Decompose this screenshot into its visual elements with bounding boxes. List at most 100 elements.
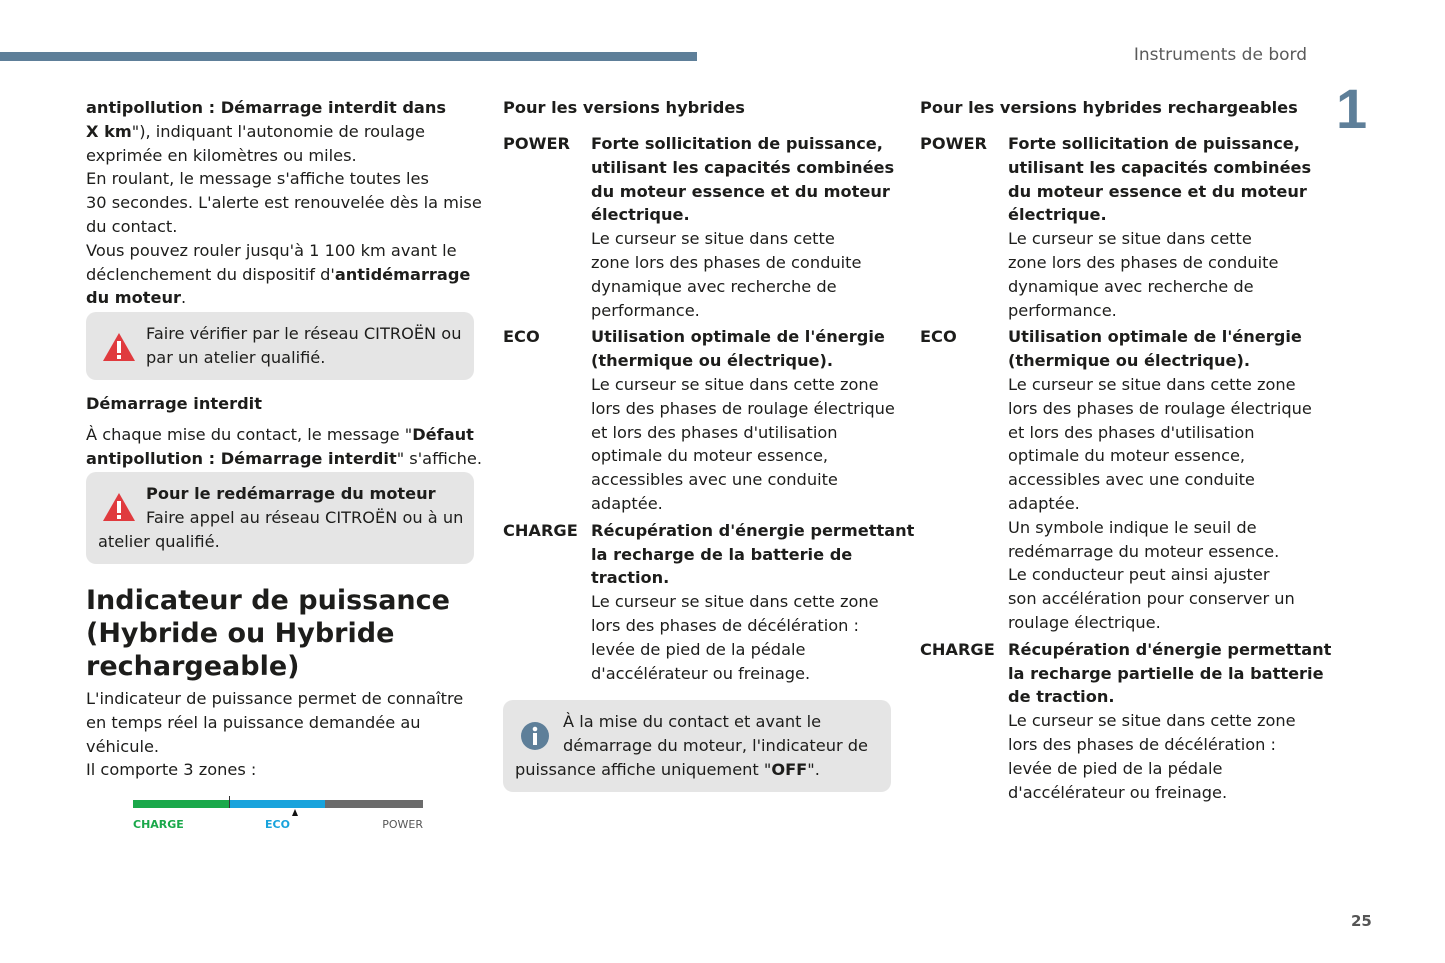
- definition-line: roulage électrique.: [1008, 612, 1161, 632]
- warning-icon: [103, 333, 135, 361]
- bold-text: antipollution : Démarrage interdit dans: [86, 98, 446, 117]
- definition-line: lors des phases de roulage électrique: [1008, 398, 1312, 418]
- definition-line: adaptée.: [591, 493, 663, 513]
- warning-text-last: atelier qualifié.: [98, 532, 220, 551]
- heading-line: Indicateur de puissance: [86, 585, 450, 616]
- text: démarrage du moteur, l'indicateur de: [563, 735, 869, 755]
- definition-line: Le curseur se situe dans cette zone: [1008, 374, 1296, 394]
- text: déclenchement du dispositif d': [86, 264, 335, 284]
- text: ".: [807, 760, 820, 779]
- text: L'indicateur de puissance permet de conn…: [86, 689, 464, 708]
- definition-bold-line: Utilisation optimale de l'énergie: [1008, 327, 1302, 347]
- text-line: par un atelier qualifié.: [146, 346, 461, 370]
- bold-text: Défaut: [412, 425, 474, 444]
- info-icon: [521, 722, 549, 750]
- text-line: Il comporte 3 zones :: [86, 758, 463, 782]
- definition-term: CHARGE: [920, 639, 995, 659]
- definition-line: accessibles avec une conduite: [1008, 470, 1255, 490]
- definition-line: redémarrage du moteur essence.: [1008, 541, 1280, 561]
- column-heading-text: Pour les versions hybrides: [503, 98, 745, 117]
- section-title: Instruments de bord: [1133, 45, 1307, 65]
- text-line: véhicule.: [86, 735, 463, 759]
- warning-text: Faire vérifier par le réseau CITROËN ou p…: [146, 322, 461, 370]
- heading-line: rechargeable): [86, 651, 300, 682]
- definition-line: son accélération pour conserver un: [1008, 589, 1295, 609]
- text: Faire appel au réseau CITROËN ou à un: [146, 507, 464, 527]
- bold-text: antidémarrage: [334, 264, 471, 284]
- bold-text: OFF: [771, 760, 808, 779]
- definition-bold-line: utilisant les capacités combinées: [591, 157, 895, 177]
- definition-term: POWER: [920, 134, 988, 153]
- text-line: exprimée en kilomètres ou miles.: [86, 144, 482, 168]
- text-line: 30 secondes. L'alerte est renouvelée dès…: [86, 191, 482, 215]
- text: .: [180, 288, 187, 308]
- definition-bold-line: (thermique ou électrique).: [591, 351, 834, 371]
- definition-bold-line: Récupération d'énergie permettant: [591, 520, 915, 540]
- text-line: antipollution : Démarrage interdit" s'af…: [86, 447, 482, 471]
- definition-line: accessibles avec une conduite: [591, 470, 838, 490]
- definition-line: optimale du moteur essence,: [1008, 446, 1246, 466]
- definition-bold-line: électrique.: [591, 205, 690, 225]
- definition-line: adaptée.: [1008, 493, 1080, 513]
- gauge-power-zone: [325, 800, 423, 808]
- text: " s'affiche.: [396, 448, 482, 468]
- text: À chaque mise du contact, le message ": [86, 425, 413, 444]
- definition-line: performance.: [591, 300, 700, 320]
- bold-text: antipollution : Démarrage interdit: [86, 448, 397, 468]
- warning-box: Pour le redémarrage du moteur Faire appel…: [86, 472, 474, 564]
- definition-bold-line: la recharge de la batterie de: [591, 544, 853, 564]
- info-box: À la mise du contact et avant le démarrag…: [503, 700, 891, 792]
- definition-description: Récupération d'énergie permettant la rech…: [591, 519, 914, 686]
- definition-line: dynamique avec recherche de: [591, 276, 837, 296]
- text: Faire vérifier par le réseau CITROËN ou: [146, 324, 462, 343]
- text: "), indiquant l'autonomie de roulage: [131, 121, 425, 141]
- definition-line: levée de pied de la pédale: [1008, 758, 1223, 778]
- definition-bold-line: électrique.: [1008, 205, 1107, 225]
- definition-line: Le curseur se situe dans cette: [1008, 229, 1252, 249]
- header-bar: [0, 52, 697, 61]
- definition-bold-line: traction.: [591, 568, 670, 588]
- text: par un atelier qualifié.: [146, 347, 326, 367]
- definition-bold-line: utilisant les capacités combinées: [1008, 157, 1312, 177]
- definition-description: Forte sollicitation de puissance, utilisa…: [1008, 132, 1311, 322]
- text: en temps réel la puissance demandée au: [86, 712, 421, 732]
- definition-line: et lors des phases d'utilisation: [591, 422, 838, 442]
- definition-line: optimale du moteur essence,: [591, 446, 829, 466]
- gauge-label-charge: CHARGE: [133, 818, 184, 831]
- definition-line: d'accélérateur ou freinage.: [591, 663, 811, 683]
- definition-line: zone lors des phases de conduite: [1008, 252, 1279, 272]
- text-line: démarrage du moteur, l'indicateur de: [563, 734, 868, 758]
- heading-line: (Hybride ou Hybride: [86, 618, 395, 649]
- text-line: Faire appel au réseau CITROËN ou à un: [146, 506, 463, 530]
- text: véhicule.: [86, 736, 160, 756]
- text-line: Faire vérifier par le réseau CITROËN ou: [146, 322, 461, 346]
- definition-line: levée de pied de la pédale: [591, 639, 806, 659]
- text-line: X km"), indiquant l'autonomie de roulage: [86, 120, 482, 144]
- column-heading: Pour les versions hybrides: [503, 96, 745, 120]
- definition-line: d'accélérateur ou freinage.: [1008, 782, 1228, 802]
- definition-description: Utilisation optimale de l'énergie (thermi…: [1008, 325, 1312, 634]
- gauge-eco-zone: [230, 800, 325, 808]
- info-text: À la mise du contact et avant le démarrag…: [563, 710, 868, 758]
- text: À la mise du contact et avant le: [563, 712, 822, 731]
- text: du contact.: [86, 216, 178, 236]
- chapter-number: 1: [1336, 77, 1368, 140]
- text-line: déclenchement du dispositif d'antidémarr…: [86, 263, 482, 287]
- definition-bold-line: du moteur essence et du moteur: [1008, 181, 1307, 201]
- definition-line: Le curseur se situe dans cette: [591, 229, 835, 249]
- bold-text: Pour le redémarrage du moteur: [146, 484, 436, 503]
- definition-term: CHARGE: [503, 520, 578, 540]
- definition-line: zone lors des phases de conduite: [591, 252, 862, 272]
- definition-line: performance.: [1008, 300, 1117, 320]
- definition-term: ECO: [503, 327, 540, 347]
- definition-bold-line: de traction.: [1008, 687, 1115, 707]
- warning-text: Pour le redémarrage du moteur Faire appel…: [146, 482, 463, 530]
- definition-description: Récupération d'énergie permettant la rech…: [1008, 638, 1331, 805]
- gauge-threshold-mark: [229, 796, 230, 808]
- text-line: du contact.: [86, 215, 482, 239]
- definition-bold-line: Récupération d'énergie permettant: [1008, 639, 1332, 659]
- gauge-charge-zone: [133, 800, 230, 808]
- definition-bold-line: (thermique ou électrique).: [1008, 351, 1251, 371]
- gauge-label-eco: ECO: [265, 818, 290, 831]
- definition-line: Le curseur se situe dans cette zone: [1008, 711, 1296, 731]
